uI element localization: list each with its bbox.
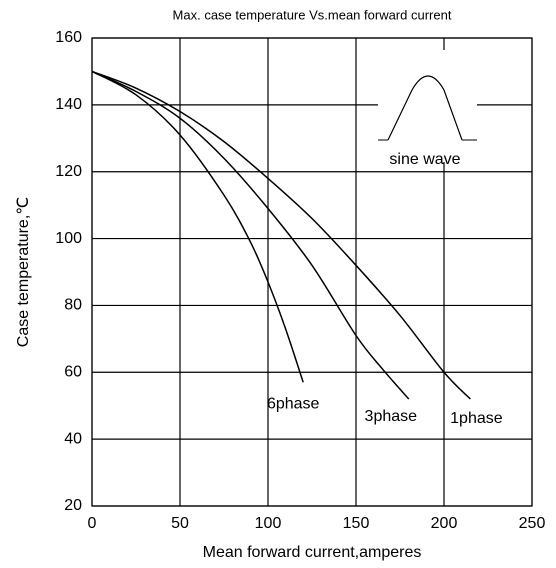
- series-label: 6phase: [267, 396, 320, 413]
- y-tick-label: 40: [64, 430, 82, 447]
- curve: [91, 70, 304, 383]
- y-axis-label: Case temperature,℃: [15, 197, 32, 347]
- chart-title: Max. case temperature Vs.mean forward cu…: [173, 7, 452, 22]
- series-label: 1phase: [450, 410, 503, 427]
- x-tick-label: 0: [88, 515, 97, 532]
- x-tick-label: 200: [431, 515, 458, 532]
- inset: sine wave: [378, 50, 477, 168]
- x-tick-label: 150: [343, 515, 370, 532]
- y-tick-label: 100: [55, 230, 82, 247]
- y-tick-label: 60: [64, 364, 82, 381]
- inset-background: [378, 50, 477, 162]
- curve: [91, 70, 471, 400]
- series-label: 3phase: [365, 408, 418, 425]
- x-tick-label: 100: [255, 515, 282, 532]
- y-tick-label: 160: [55, 29, 82, 46]
- plot-frame: [91, 37, 533, 507]
- x-axis-label: Mean forward current,amperes: [203, 544, 422, 561]
- curve: [91, 70, 410, 400]
- x-tick-label: 250: [519, 515, 546, 532]
- y-tick-label: 120: [55, 163, 82, 180]
- y-tick-label: 20: [64, 497, 82, 514]
- y-tick-label: 80: [64, 297, 82, 314]
- x-tick-label: 50: [171, 515, 189, 532]
- y-tick-label: 140: [55, 96, 82, 113]
- sine-wave-icon: [387, 75, 463, 141]
- annotation: sine wave: [389, 151, 460, 168]
